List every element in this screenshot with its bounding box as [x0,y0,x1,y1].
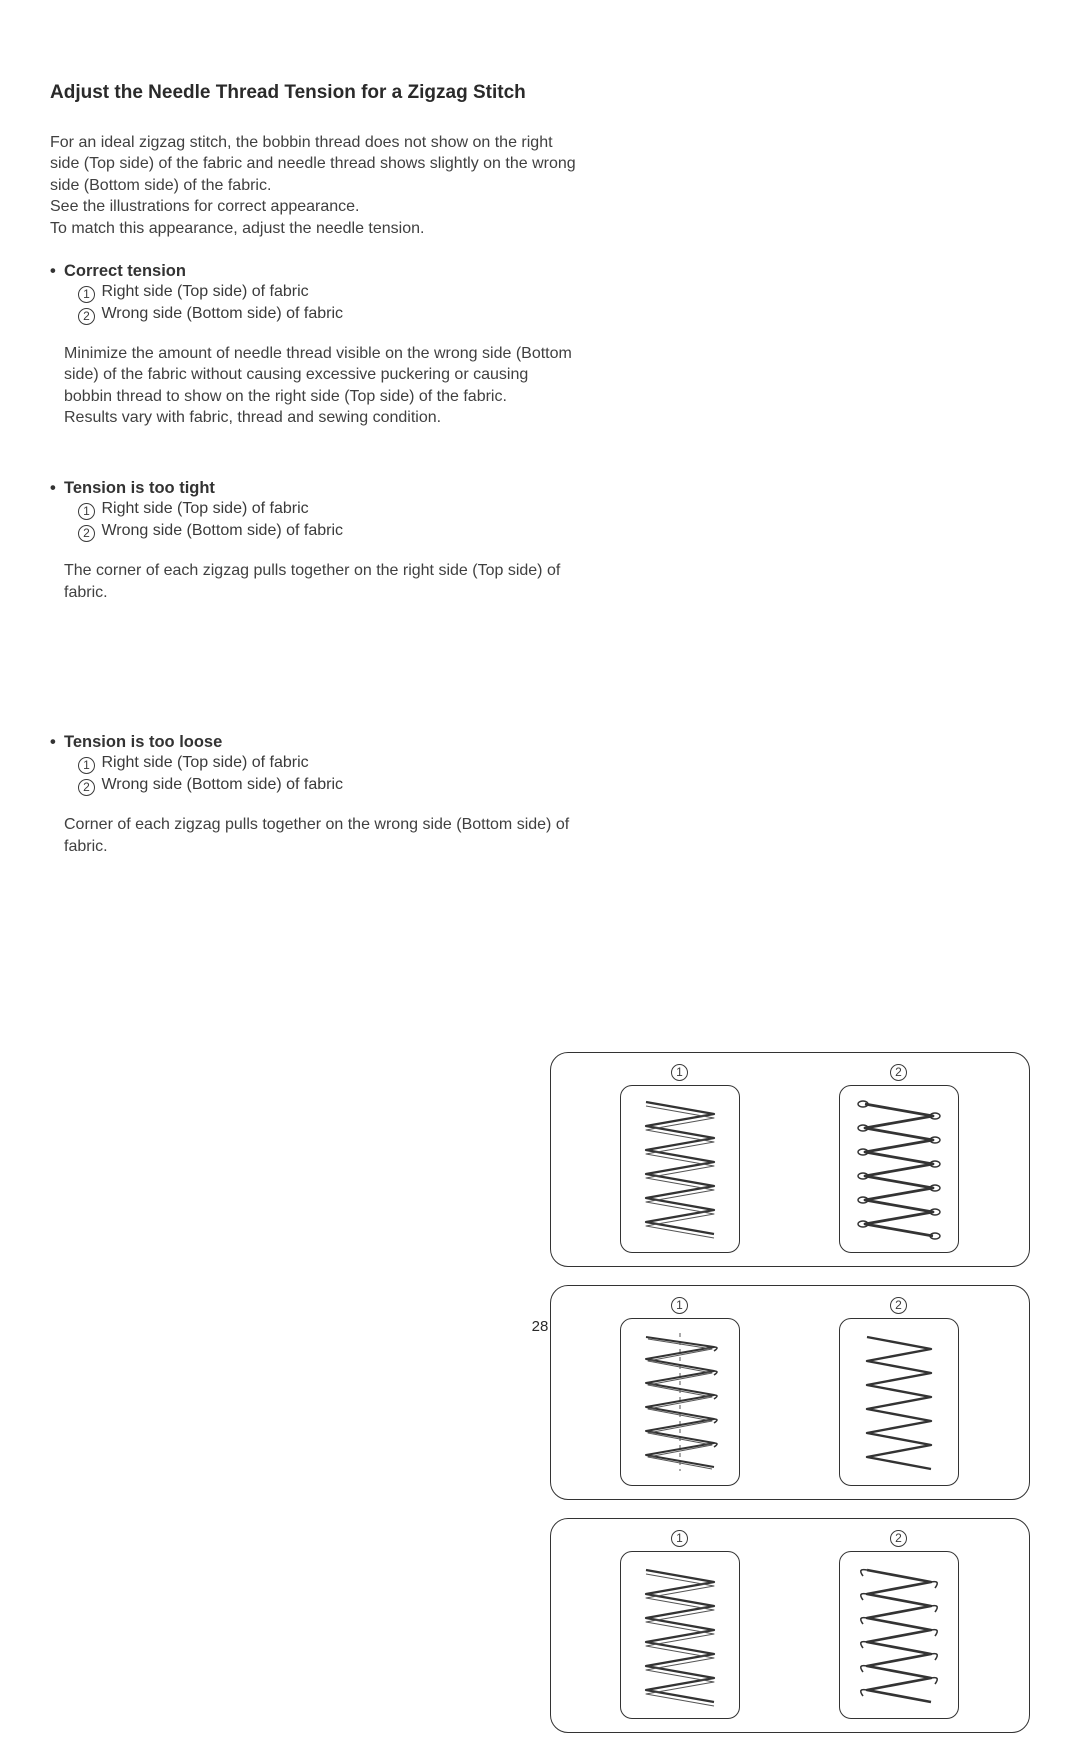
correct-body1: Minimize the amount of needle thread vis… [64,343,580,408]
tight-body: The corner of each zigzag pulls together… [64,560,580,603]
correct-leg2: Wrong side (Bottom side) of fabric [101,305,343,322]
section-correct: •Correct tension 1 Right side (Top side)… [50,262,580,429]
stitch-correct-wrong-icon [839,1085,959,1253]
correct-leg1: Right side (Top side) of fabric [101,283,308,300]
stitch-correct-right-icon [620,1085,740,1253]
correct-body2: Results vary with fabric, thread and sew… [64,407,580,429]
circled-1-icon: 1 [78,286,95,303]
circled-2-icon: 2 [890,1064,907,1081]
circled-1-icon: 1 [671,1064,688,1081]
circled-2-icon: 2 [78,308,95,325]
stitch-loose-wrong-icon [839,1551,959,1719]
intro-p3: To match this appearance, adjust the nee… [50,218,580,240]
page-number: 28 [0,1318,1080,1335]
tight-leg1: Right side (Top side) of fabric [101,500,308,517]
loose-title: Tension is too loose [64,733,222,751]
circled-1-icon: 1 [78,757,95,774]
tight-title: Tension is too tight [64,479,215,497]
loose-body: Corner of each zigzag pulls together on … [64,814,580,857]
panel-correct: 1 2 [550,1052,1030,1267]
section-tight: •Tension is too tight 1 Right side (Top … [50,479,580,603]
circled-2-icon: 2 [78,525,95,542]
circled-2-icon: 2 [890,1530,907,1547]
intro-p2: See the illustrations for correct appear… [50,196,580,218]
stitch-tight-wrong-icon [839,1318,959,1486]
intro-p1: For an ideal zigzag stitch, the bobbin t… [50,132,580,197]
circled-2-icon: 2 [78,779,95,796]
circled-2-icon: 2 [890,1297,907,1314]
section-loose: •Tension is too loose 1 Right side (Top … [50,733,580,857]
page-title: Adjust the Needle Thread Tension for a Z… [50,80,580,106]
tight-leg2: Wrong side (Bottom side) of fabric [101,522,343,539]
correct-title: Correct tension [64,262,186,280]
stitch-loose-right-icon [620,1551,740,1719]
intro-block: For an ideal zigzag stitch, the bobbin t… [50,132,580,240]
circled-1-icon: 1 [671,1297,688,1314]
circled-1-icon: 1 [78,503,95,520]
circled-1-icon: 1 [671,1530,688,1547]
loose-leg2: Wrong side (Bottom side) of fabric [101,776,343,793]
panel-loose: 1 2 [550,1518,1030,1733]
loose-leg1: Right side (Top side) of fabric [101,754,308,771]
stitch-tight-right-icon [620,1318,740,1486]
